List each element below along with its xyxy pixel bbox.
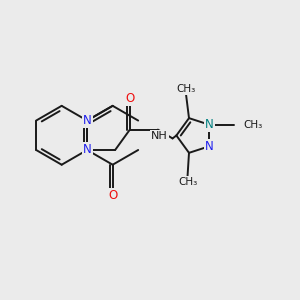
Text: O: O bbox=[108, 189, 117, 202]
Text: O: O bbox=[125, 92, 134, 105]
Text: N: N bbox=[205, 118, 214, 131]
Text: N: N bbox=[83, 143, 92, 157]
Text: N: N bbox=[83, 114, 92, 127]
Text: N: N bbox=[205, 140, 214, 153]
Text: CH₃: CH₃ bbox=[176, 84, 196, 94]
Text: NH: NH bbox=[151, 131, 168, 141]
Text: CH₃: CH₃ bbox=[178, 177, 197, 187]
Text: CH₃: CH₃ bbox=[243, 120, 262, 130]
